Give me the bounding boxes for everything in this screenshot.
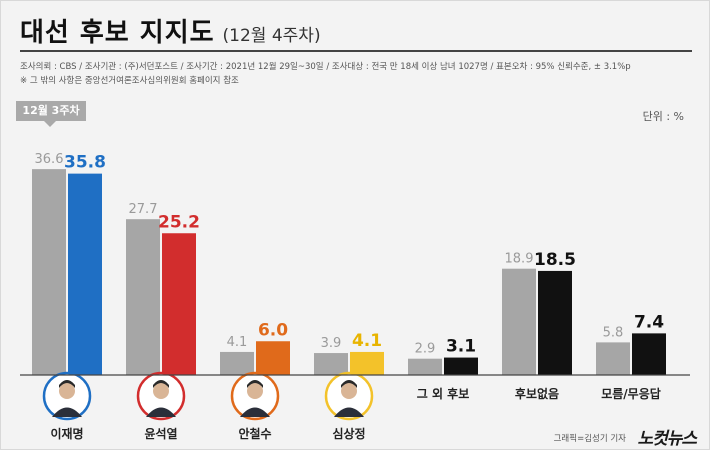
survey-info: 조사의뢰 : CBS / 조사기관 : (주)서던포스트 / 조사기간 : 20…	[20, 62, 631, 72]
prev-week-badge: 12월 3주차	[16, 101, 86, 121]
category-label: 안철수	[238, 426, 271, 441]
bar-prev	[596, 342, 630, 375]
value-label-current: 35.8	[64, 153, 106, 173]
bar-prev	[408, 358, 442, 375]
bar-prev	[126, 219, 160, 375]
avatar-hair	[59, 380, 75, 388]
avatar-face	[247, 383, 263, 399]
avatar-suit	[334, 407, 364, 417]
bar-prev	[314, 353, 348, 375]
bar-current	[444, 357, 478, 375]
bar-current	[162, 233, 196, 375]
category-label: 그 외 후보	[417, 386, 470, 401]
value-label-current: 3.1	[446, 337, 476, 357]
avatar-suit	[240, 407, 270, 417]
bar-current	[68, 173, 102, 375]
avatar-suit	[146, 407, 176, 417]
value-label-prev: 18.9	[505, 252, 534, 267]
value-label-current: 7.4	[634, 312, 664, 332]
category-label: 이재명	[50, 426, 83, 441]
avatar-face	[59, 383, 75, 399]
value-label-prev: 2.9	[415, 342, 436, 357]
bar-prev	[502, 268, 536, 375]
value-label-prev: 3.9	[321, 336, 342, 351]
title-rule	[20, 50, 692, 52]
survey-note: ※ 그 밖의 사항은 중앙선거여론조사심의위원회 홈페이지 참조	[20, 76, 239, 86]
category-label: 모름/무응답	[601, 386, 661, 401]
avatar-suit	[52, 407, 82, 417]
page-subtitle: (12월 4주차)	[222, 26, 321, 46]
avatar-hair	[341, 380, 357, 388]
category-label: 후보없음	[515, 386, 559, 401]
unit-label: 단위 : %	[642, 110, 684, 123]
value-label-current: 6.0	[258, 320, 288, 340]
title-row: 대선 후보 지지도 (12월 4주차)	[20, 12, 321, 49]
avatar-face	[153, 383, 169, 399]
value-label-current: 4.1	[352, 331, 382, 351]
graphic-credit: 그래픽=김성기 기자	[553, 434, 626, 444]
prev-week-badge-pointer	[44, 121, 56, 127]
bar-current	[538, 270, 572, 375]
category-label: 심상정	[332, 426, 365, 441]
value-label-prev: 5.8	[603, 325, 624, 340]
category-label: 윤석열	[144, 426, 177, 441]
bar-current	[350, 351, 384, 375]
value-label-prev: 36.6	[35, 152, 64, 167]
value-label-prev: 27.7	[129, 202, 158, 217]
bar-prev	[32, 169, 66, 375]
value-label-current: 25.2	[158, 212, 200, 232]
avatar-face	[341, 383, 357, 399]
bar-current	[632, 333, 666, 375]
avatar-hair	[247, 380, 263, 388]
brand-logo: 노컷뉴스	[637, 429, 697, 449]
page-title: 대선 후보 지지도	[20, 18, 215, 48]
bar-prev	[220, 351, 254, 375]
avatar-hair	[153, 380, 169, 388]
bar-current	[256, 341, 290, 375]
value-label-current: 18.5	[534, 250, 576, 270]
value-label-prev: 4.1	[227, 335, 248, 350]
